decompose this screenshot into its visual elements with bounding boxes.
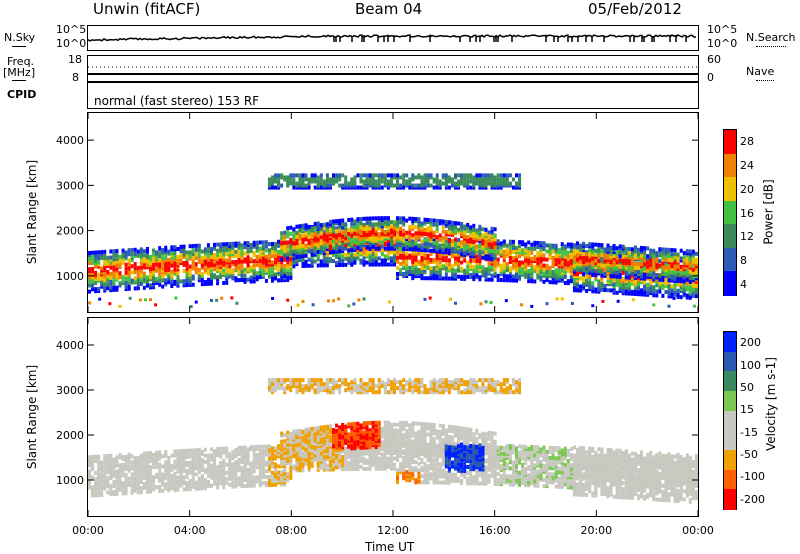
date-title: 05/Feb/2012 — [588, 0, 682, 18]
velocity-colorbar-tick: 15 — [740, 403, 754, 417]
power-heatmap-cells — [88, 173, 698, 309]
freq-underline — [12, 80, 26, 81]
velocity-colorbar-swatch — [724, 351, 736, 373]
velocity-colorbar-swatch — [724, 332, 736, 353]
velocity-ylabel: Slant Range [km] — [25, 364, 40, 470]
nave-dotted — [756, 80, 774, 81]
x-tick-label: 00:00 — [72, 524, 104, 537]
velocity-colorbar-swatch — [724, 430, 736, 451]
freq-strip-frame — [87, 55, 699, 82]
power-ylabel: Slant Range [km] — [25, 159, 40, 265]
power-colorbar-tick: 12 — [740, 230, 754, 244]
velocity-colorbar-swatch — [724, 371, 736, 392]
power-colorbar-label: Power [dB] — [761, 179, 776, 245]
x-tick-label: 16:00 — [479, 524, 511, 537]
freq-unit-label: [MHz] — [3, 66, 36, 79]
power-colorbar-swatch — [724, 200, 736, 226]
nsky-strip-frame — [87, 25, 699, 51]
x-tick-label: 20:00 — [580, 524, 612, 537]
cpid-label: CPID — [7, 88, 37, 101]
nsearch-label: N.Search — [746, 31, 796, 44]
power-colorbar-tick: 28 — [740, 134, 754, 148]
velocity-colorbar-tick: 200 — [740, 336, 761, 350]
velocity-heatmap-cells — [88, 378, 698, 504]
nsky-tick-low: 10^0 — [56, 37, 87, 50]
power-colorbar-tick: 4 — [740, 278, 747, 292]
power-colorbar-swatch — [724, 153, 736, 178]
y-tick-label: 2000 — [56, 429, 84, 442]
velocity-colorbar-tick: -100 — [740, 470, 765, 484]
y-tick-label: 1000 — [56, 474, 84, 487]
power-panel-frame — [87, 112, 699, 313]
velocity-colorbar — [723, 331, 737, 510]
y-tick-label: 1000 — [56, 270, 84, 283]
x-tick-label: 00:00 — [682, 524, 714, 537]
power-colorbar-tick: 16 — [740, 206, 754, 220]
nsky-label: N.Sky — [4, 31, 36, 44]
nsearch-tick-high: 10^5 — [707, 23, 738, 36]
nsearch-dotted — [756, 46, 786, 47]
nsearch-tick-low: 10^0 — [707, 37, 738, 50]
power-colorbar-tick: 8 — [740, 254, 747, 268]
power-colorbar-tick: 20 — [740, 182, 754, 196]
velocity-colorbar-tick: -200 — [740, 492, 765, 506]
power-colorbar-swatch — [724, 130, 736, 155]
power-colorbar-swatch — [724, 224, 736, 249]
x-tick-label: 08:00 — [275, 524, 307, 537]
power-colorbar-tick: 24 — [740, 158, 754, 172]
y-tick-label: 3000 — [56, 384, 84, 397]
nave-label: Nave — [746, 65, 775, 78]
x-tick-label: 04:00 — [174, 524, 206, 537]
velocity-colorbar-tick: -50 — [740, 448, 758, 462]
nsky-tick-high: 10^5 — [56, 23, 87, 36]
freq-label: Freq. — [7, 55, 35, 68]
cpid-mode-text: normal (fast stereo) 153 RF — [94, 94, 260, 108]
beam-title: Beam 04 — [355, 0, 423, 18]
velocity-colorbar-tick: 100 — [740, 358, 761, 372]
velocity-colorbar-tick: -15 — [740, 425, 758, 439]
velocity-colorbar-swatch — [724, 410, 736, 432]
power-colorbar-swatch — [724, 271, 736, 296]
power-colorbar-swatch — [724, 177, 736, 202]
power-colorbar-swatch — [724, 247, 736, 273]
station-title: Unwin (fitACF) — [93, 0, 201, 18]
nave-tick-low: 0 — [707, 71, 714, 84]
velocity-colorbar-tick: 50 — [740, 380, 754, 394]
nsky-underline — [12, 46, 26, 47]
velocity-colorbar-swatch — [724, 450, 736, 471]
freq-tick-low: 8 — [72, 71, 79, 84]
freq-tick-high: 18 — [68, 53, 82, 66]
y-tick-label: 4000 — [56, 339, 84, 352]
y-tick-label: 4000 — [56, 134, 84, 147]
x-tick-label: 12:00 — [377, 524, 409, 537]
nsky-trace — [87, 34, 696, 42]
y-tick-label: 2000 — [56, 225, 84, 238]
x-axis-title: Time UT — [365, 540, 415, 554]
power-colorbar — [723, 129, 737, 296]
velocity-colorbar-swatch — [724, 469, 736, 491]
velocity-colorbar-label: Velocity [m s-1] — [763, 357, 778, 451]
y-tick-label: 3000 — [56, 179, 84, 192]
nave-tick-high: 60 — [707, 53, 721, 66]
velocity-colorbar-swatch — [724, 391, 736, 412]
velocity-colorbar-swatch — [724, 489, 736, 510]
velocity-panel-frame — [87, 317, 699, 517]
cpid-strip-frame — [87, 82, 699, 109]
